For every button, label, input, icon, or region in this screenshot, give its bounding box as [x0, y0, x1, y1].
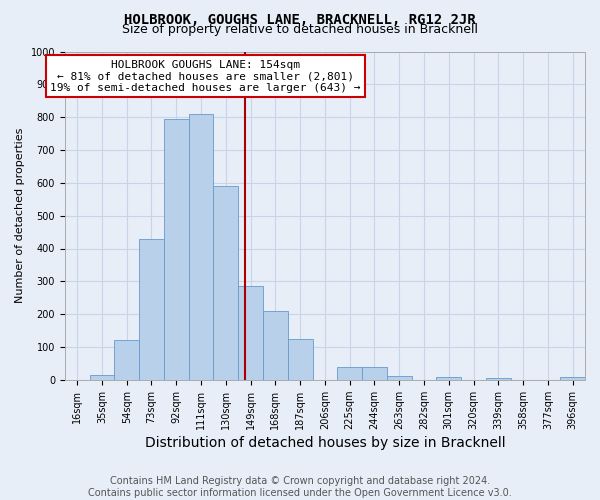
X-axis label: Distribution of detached houses by size in Bracknell: Distribution of detached houses by size …	[145, 436, 505, 450]
Bar	[387, 376, 412, 380]
Text: HOLBROOK, GOUGHS LANE, BRACKNELL, RG12 2JR: HOLBROOK, GOUGHS LANE, BRACKNELL, RG12 2…	[124, 12, 476, 26]
Y-axis label: Number of detached properties: Number of detached properties	[15, 128, 25, 304]
Bar	[486, 378, 511, 380]
Text: HOLBROOK GOUGHS LANE: 154sqm
← 81% of detached houses are smaller (2,801)
19% of: HOLBROOK GOUGHS LANE: 154sqm ← 81% of de…	[50, 60, 361, 93]
Bar	[263, 311, 288, 380]
Bar	[238, 286, 263, 380]
Bar	[214, 186, 238, 380]
Bar	[288, 339, 313, 380]
Text: Size of property relative to detached houses in Bracknell: Size of property relative to detached ho…	[122, 22, 478, 36]
Bar	[436, 376, 461, 380]
Bar	[115, 340, 139, 380]
Bar	[560, 377, 585, 380]
Bar	[89, 375, 115, 380]
Bar	[164, 119, 188, 380]
Bar	[337, 366, 362, 380]
Bar	[362, 366, 387, 380]
Bar	[188, 114, 214, 380]
Text: Contains HM Land Registry data © Crown copyright and database right 2024.
Contai: Contains HM Land Registry data © Crown c…	[88, 476, 512, 498]
Bar	[139, 238, 164, 380]
